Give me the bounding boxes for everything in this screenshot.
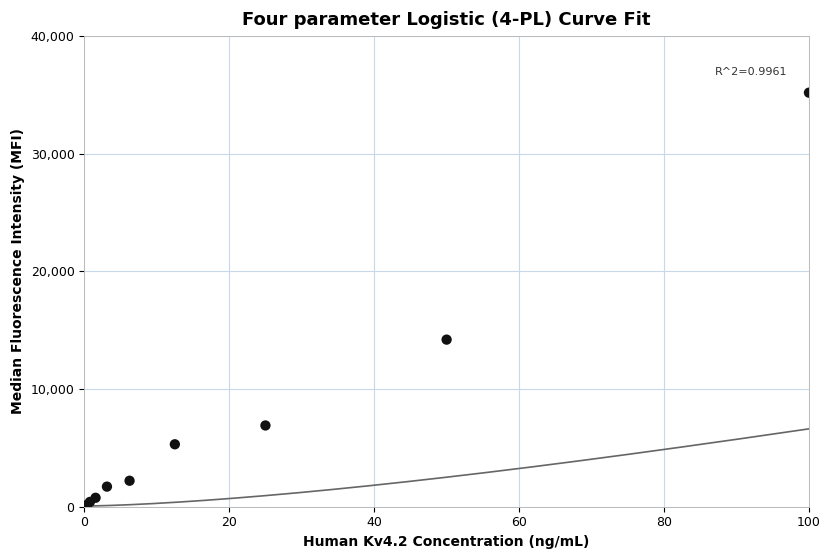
Point [83, 497, 97, 506]
Point [89, 493, 102, 502]
Point [81, 501, 94, 510]
Point [440, 335, 453, 344]
X-axis label: Human Kv4.2 Concentration (ng/mL): Human Kv4.2 Concentration (ng/mL) [304, 535, 590, 549]
Point [123, 476, 136, 485]
Point [259, 421, 272, 430]
Point [802, 88, 815, 97]
Point [168, 440, 181, 449]
Point [101, 482, 114, 491]
Text: R^2=0.9961: R^2=0.9961 [715, 67, 787, 77]
Title: Four parameter Logistic (4-PL) Curve Fit: Four parameter Logistic (4-PL) Curve Fit [242, 11, 651, 29]
Y-axis label: Median Fluorescence Intensity (MFI): Median Fluorescence Intensity (MFI) [11, 128, 25, 414]
